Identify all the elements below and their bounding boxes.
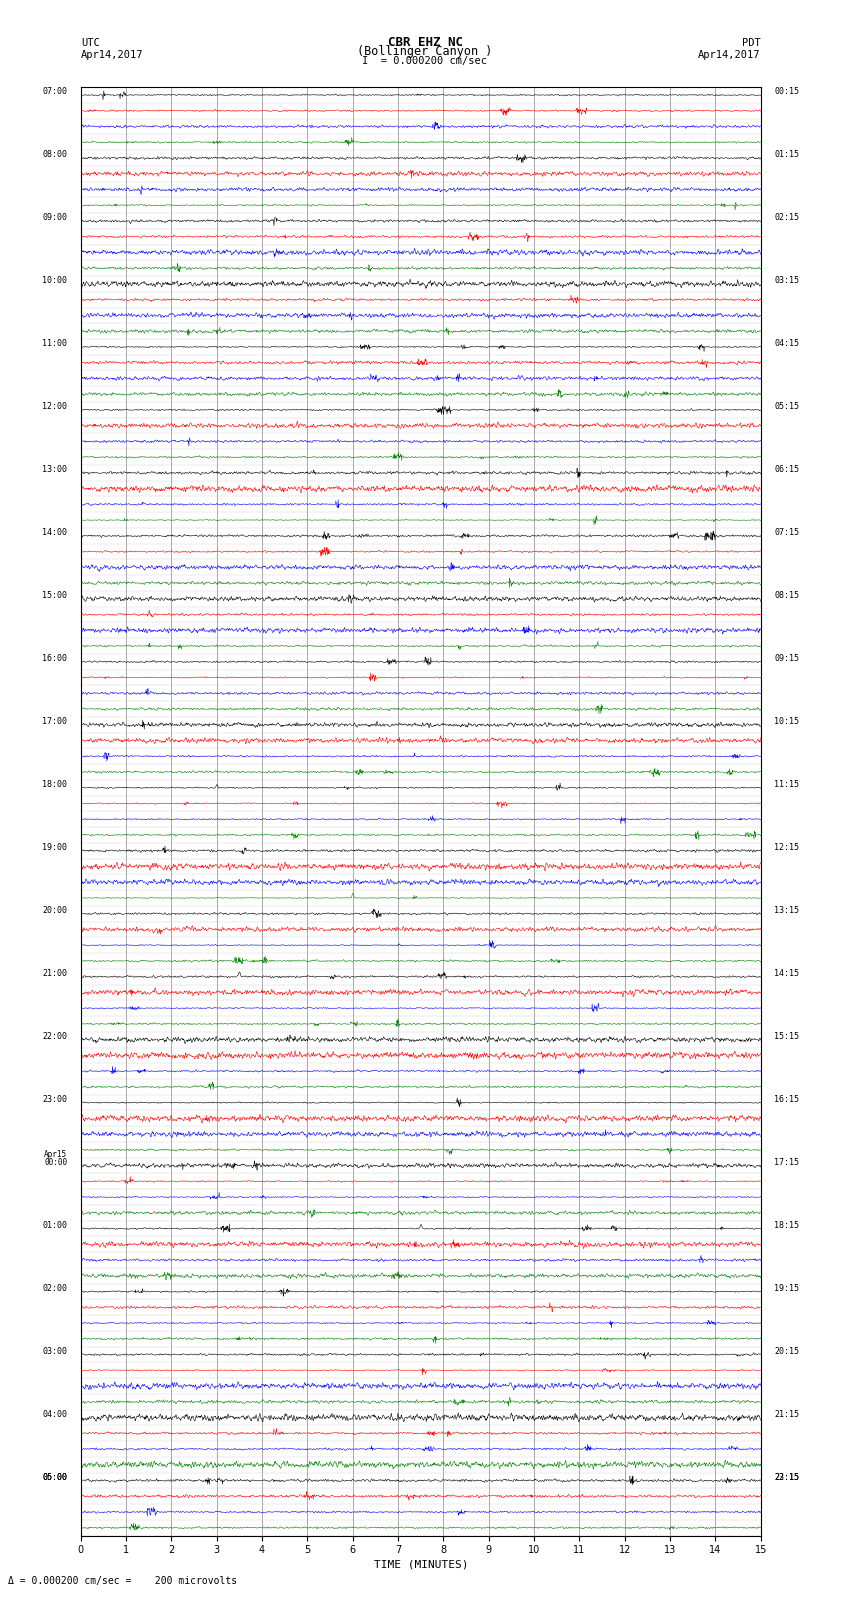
Text: 18:15: 18:15 xyxy=(774,1221,799,1229)
Text: 16:15: 16:15 xyxy=(774,1095,799,1103)
Text: 21:15: 21:15 xyxy=(774,1410,799,1418)
Text: 17:15: 17:15 xyxy=(774,1158,799,1166)
Text: 15:15: 15:15 xyxy=(774,1032,799,1040)
Text: 06:00: 06:00 xyxy=(42,1473,67,1482)
Text: 22:00: 22:00 xyxy=(42,1032,67,1040)
Text: 12:00: 12:00 xyxy=(42,402,67,411)
Text: 03:15: 03:15 xyxy=(774,276,799,286)
Text: 02:15: 02:15 xyxy=(774,213,799,223)
Text: 14:15: 14:15 xyxy=(774,969,799,977)
Text: 15:00: 15:00 xyxy=(42,590,67,600)
Text: 00:00: 00:00 xyxy=(44,1158,67,1168)
Text: 19:00: 19:00 xyxy=(42,844,67,852)
Text: 20:00: 20:00 xyxy=(42,907,67,915)
Text: 14:00: 14:00 xyxy=(42,527,67,537)
Text: 13:00: 13:00 xyxy=(42,465,67,474)
Text: 11:15: 11:15 xyxy=(774,779,799,789)
Text: 06:15: 06:15 xyxy=(774,465,799,474)
Text: 07:15: 07:15 xyxy=(774,527,799,537)
Text: 13:15: 13:15 xyxy=(774,907,799,915)
Text: Δ = 0.000200 cm/sec =    200 microvolts: Δ = 0.000200 cm/sec = 200 microvolts xyxy=(8,1576,238,1586)
Text: 04:00: 04:00 xyxy=(42,1410,67,1418)
Text: (Bollinger Canyon ): (Bollinger Canyon ) xyxy=(357,45,493,58)
Text: 23:15: 23:15 xyxy=(774,1473,799,1482)
Text: 22:15: 22:15 xyxy=(774,1473,799,1482)
Text: 09:00: 09:00 xyxy=(42,213,67,223)
Text: 02:00: 02:00 xyxy=(42,1284,67,1292)
Text: 03:00: 03:00 xyxy=(42,1347,67,1355)
Text: 17:00: 17:00 xyxy=(42,716,67,726)
Text: 01:15: 01:15 xyxy=(774,150,799,160)
Text: 08:00: 08:00 xyxy=(42,150,67,160)
Text: 23:00: 23:00 xyxy=(42,1095,67,1103)
Text: Apr15: Apr15 xyxy=(44,1150,67,1158)
X-axis label: TIME (MINUTES): TIME (MINUTES) xyxy=(373,1560,468,1569)
Text: 04:15: 04:15 xyxy=(774,339,799,348)
Text: 00:15: 00:15 xyxy=(774,87,799,97)
Text: 21:00: 21:00 xyxy=(42,969,67,977)
Text: Apr14,2017: Apr14,2017 xyxy=(81,50,144,60)
Text: Apr14,2017: Apr14,2017 xyxy=(698,50,761,60)
Text: 20:15: 20:15 xyxy=(774,1347,799,1355)
Text: PDT: PDT xyxy=(742,37,761,48)
Text: 16:00: 16:00 xyxy=(42,653,67,663)
Text: UTC: UTC xyxy=(81,37,99,48)
Text: 08:15: 08:15 xyxy=(774,590,799,600)
Text: 07:00: 07:00 xyxy=(42,87,67,97)
Text: 09:15: 09:15 xyxy=(774,653,799,663)
Text: 05:00: 05:00 xyxy=(42,1473,67,1482)
Text: I  = 0.000200 cm/sec: I = 0.000200 cm/sec xyxy=(362,56,488,66)
Text: 11:00: 11:00 xyxy=(42,339,67,348)
Text: 10:15: 10:15 xyxy=(774,716,799,726)
Text: 01:00: 01:00 xyxy=(42,1221,67,1229)
Text: 12:15: 12:15 xyxy=(774,844,799,852)
Text: 05:15: 05:15 xyxy=(774,402,799,411)
Text: 18:00: 18:00 xyxy=(42,779,67,789)
Text: 10:00: 10:00 xyxy=(42,276,67,286)
Text: CBR EHZ NC: CBR EHZ NC xyxy=(388,35,462,50)
Text: 19:15: 19:15 xyxy=(774,1284,799,1292)
